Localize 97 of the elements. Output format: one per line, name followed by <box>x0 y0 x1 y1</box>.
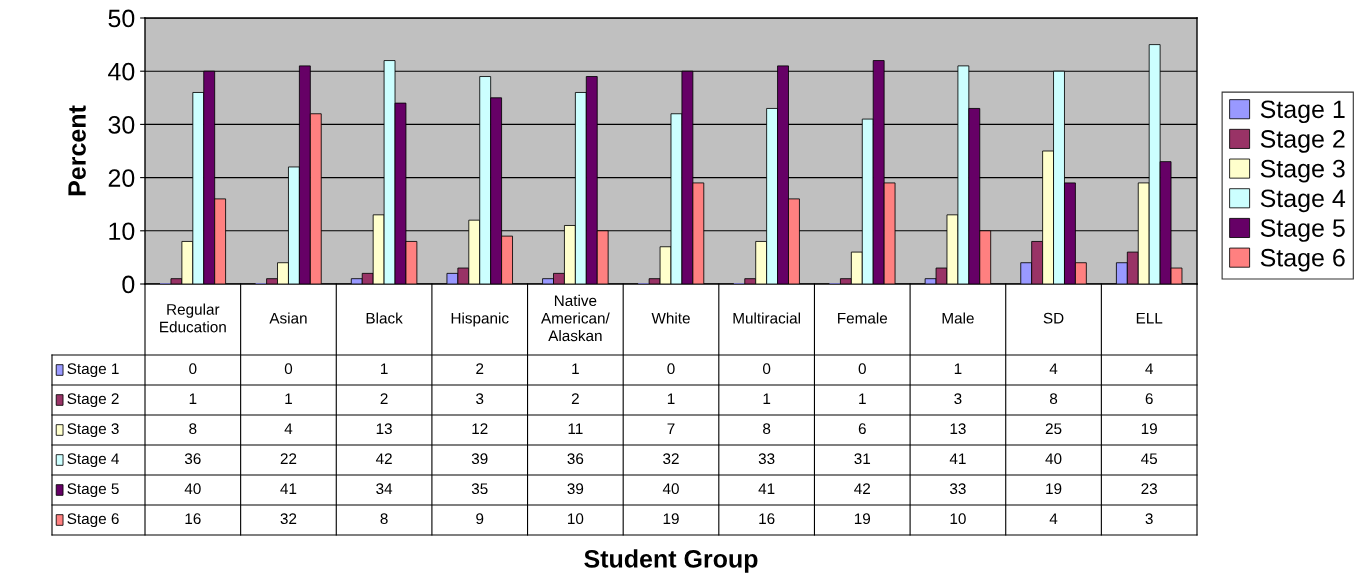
data-label: 34 <box>376 483 393 495</box>
data-label: 23 <box>1141 483 1158 495</box>
data-label: 39 <box>471 453 488 465</box>
data-label: 0 <box>858 363 866 375</box>
data-label: 25 <box>1045 423 1062 435</box>
y-tick-label: 50 <box>108 9 135 28</box>
data-label: 7 <box>667 423 675 434</box>
data-label: 12 <box>472 423 488 434</box>
data-label: 4 <box>284 423 293 434</box>
text: Stage 1 <box>1260 100 1345 124</box>
data-label: 33 <box>950 483 966 495</box>
data-label: 32 <box>280 513 297 525</box>
data-label: 8 <box>763 423 771 435</box>
data-label: 40 <box>662 483 679 495</box>
x-tick-label: SD <box>1043 312 1064 324</box>
data-label: 10 <box>950 513 966 525</box>
data-label: 13 <box>950 423 966 435</box>
y-axis-title: Percent <box>68 105 86 196</box>
x-tick-label: Regular Education <box>160 303 226 333</box>
data-label: 45 <box>1141 453 1158 465</box>
data-label: 9 <box>476 513 484 525</box>
x-tick-label: Hispanic <box>451 312 509 327</box>
x-tick-label: Asian <box>269 312 307 324</box>
legend-label: Stage 2 <box>67 393 119 408</box>
x-tick-label: Male <box>942 312 974 324</box>
x-tick-label: Multiracial <box>733 312 800 324</box>
data-label: 1 <box>859 393 866 404</box>
data-label: 2 <box>571 393 579 404</box>
data-label: 3 <box>476 393 484 405</box>
y-tick-label: 10 <box>109 222 135 241</box>
data-label: 19 <box>854 513 871 525</box>
text: Stage 4 <box>67 453 119 468</box>
data-label: 0 <box>762 363 771 375</box>
text: Stage 3 <box>67 423 119 438</box>
data-label: 19 <box>1046 483 1062 495</box>
y-tick-label: 30 <box>108 116 135 134</box>
y-tick-label: 0 <box>122 275 135 294</box>
data-label: 8 <box>380 513 388 525</box>
data-label: 8 <box>1049 393 1058 405</box>
data-label: 36 <box>184 453 201 465</box>
legend-label: Stage 5 <box>1260 219 1345 242</box>
data-label: 4 <box>1049 513 1058 524</box>
data-label: 1 <box>763 393 771 404</box>
data-label: 32 <box>663 453 679 465</box>
y-tick-label: 40 <box>108 62 135 81</box>
data-label: 41 <box>758 483 775 494</box>
data-label: 1 <box>572 363 579 374</box>
x-tick-label: Female <box>838 312 888 324</box>
data-label: 41 <box>280 483 297 494</box>
data-label: 19 <box>1141 423 1157 435</box>
data-label: 10 <box>568 513 584 525</box>
data-label: 0 <box>667 363 675 375</box>
legend-label: Stage 4 <box>1260 189 1346 213</box>
x-tick-label: Black <box>366 312 403 324</box>
data-label: 11 <box>568 423 583 434</box>
data-label: 19 <box>663 513 679 525</box>
data-label: 3 <box>1145 513 1153 525</box>
data-label: 36 <box>567 453 584 465</box>
data-label: 41 <box>949 453 966 464</box>
x-tick-label: Native American/ Alaskan <box>541 294 610 342</box>
data-label: 35 <box>471 483 488 495</box>
data-label: 22 <box>280 453 297 464</box>
data-label: 42 <box>375 453 392 464</box>
data-label: 16 <box>759 513 775 525</box>
data-label: 13 <box>376 423 392 435</box>
data-label: 2 <box>476 363 484 374</box>
data-label: 2 <box>380 393 388 404</box>
data-label: 1 <box>189 393 197 404</box>
data-label: 40 <box>184 483 201 495</box>
data-label: 39 <box>567 483 584 495</box>
text: Student Group <box>584 549 758 573</box>
data-label: 1 <box>285 393 292 404</box>
text: Stage 5 <box>67 483 119 498</box>
x-tick-label: White <box>651 312 690 324</box>
data-label: 4 <box>1145 363 1153 374</box>
data-label: 31 <box>854 453 871 465</box>
data-label: 6 <box>858 423 866 435</box>
data-label: 1 <box>667 393 675 404</box>
legend-label: Stage 1 <box>67 363 119 378</box>
legend-label: Stage 6 <box>1260 248 1345 272</box>
data-label: 16 <box>185 513 201 525</box>
data-label: 6 <box>1145 393 1153 405</box>
data-label: 33 <box>758 453 775 465</box>
data-label: 1 <box>381 363 388 374</box>
data-label: 40 <box>1045 453 1062 465</box>
data-label: 0 <box>284 363 293 375</box>
x-tick-label: ELL <box>1136 312 1163 324</box>
data-label: 3 <box>954 393 962 405</box>
legend-label: Stage 3 <box>1260 159 1345 183</box>
text: Stage 6 <box>67 513 119 528</box>
text: Stage 2 <box>1260 130 1345 153</box>
data-label: 4 <box>1049 363 1058 374</box>
data-label: 8 <box>189 423 197 435</box>
data-label: 42 <box>854 483 870 494</box>
y-tick-label: 20 <box>108 169 135 187</box>
data-label: 0 <box>189 363 197 375</box>
data-label: 1 <box>954 363 962 374</box>
